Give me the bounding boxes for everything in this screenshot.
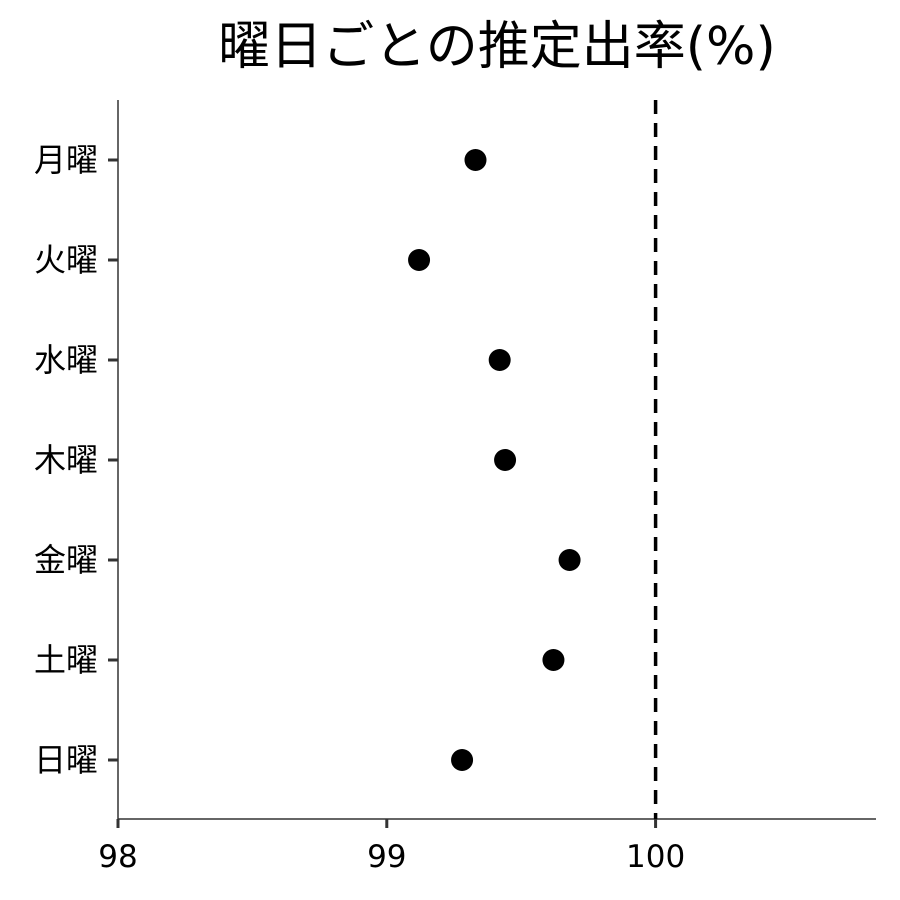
y-tick-label: 水曜 (34, 341, 98, 379)
y-tick-label: 金曜 (34, 541, 98, 579)
x-tick-label: 98 (98, 839, 137, 875)
y-tick-label: 日曜 (34, 741, 98, 779)
data-point (451, 749, 474, 771)
x-tick-label: 99 (367, 839, 406, 875)
chart-title: 曜日ごとの推定出率(%) (218, 17, 775, 77)
y-tick-label: 木曜 (34, 441, 98, 479)
x-tick-label: 100 (626, 839, 685, 875)
y-tick-label: 月曜 (34, 141, 98, 179)
data-point (542, 649, 565, 671)
data-point (464, 149, 487, 171)
data-point (558, 549, 581, 571)
data-point (494, 449, 517, 471)
y-tick-label: 土曜 (34, 641, 98, 679)
data-point (488, 349, 511, 371)
y-tick-label: 火曜 (34, 241, 98, 279)
data-point (408, 249, 431, 271)
